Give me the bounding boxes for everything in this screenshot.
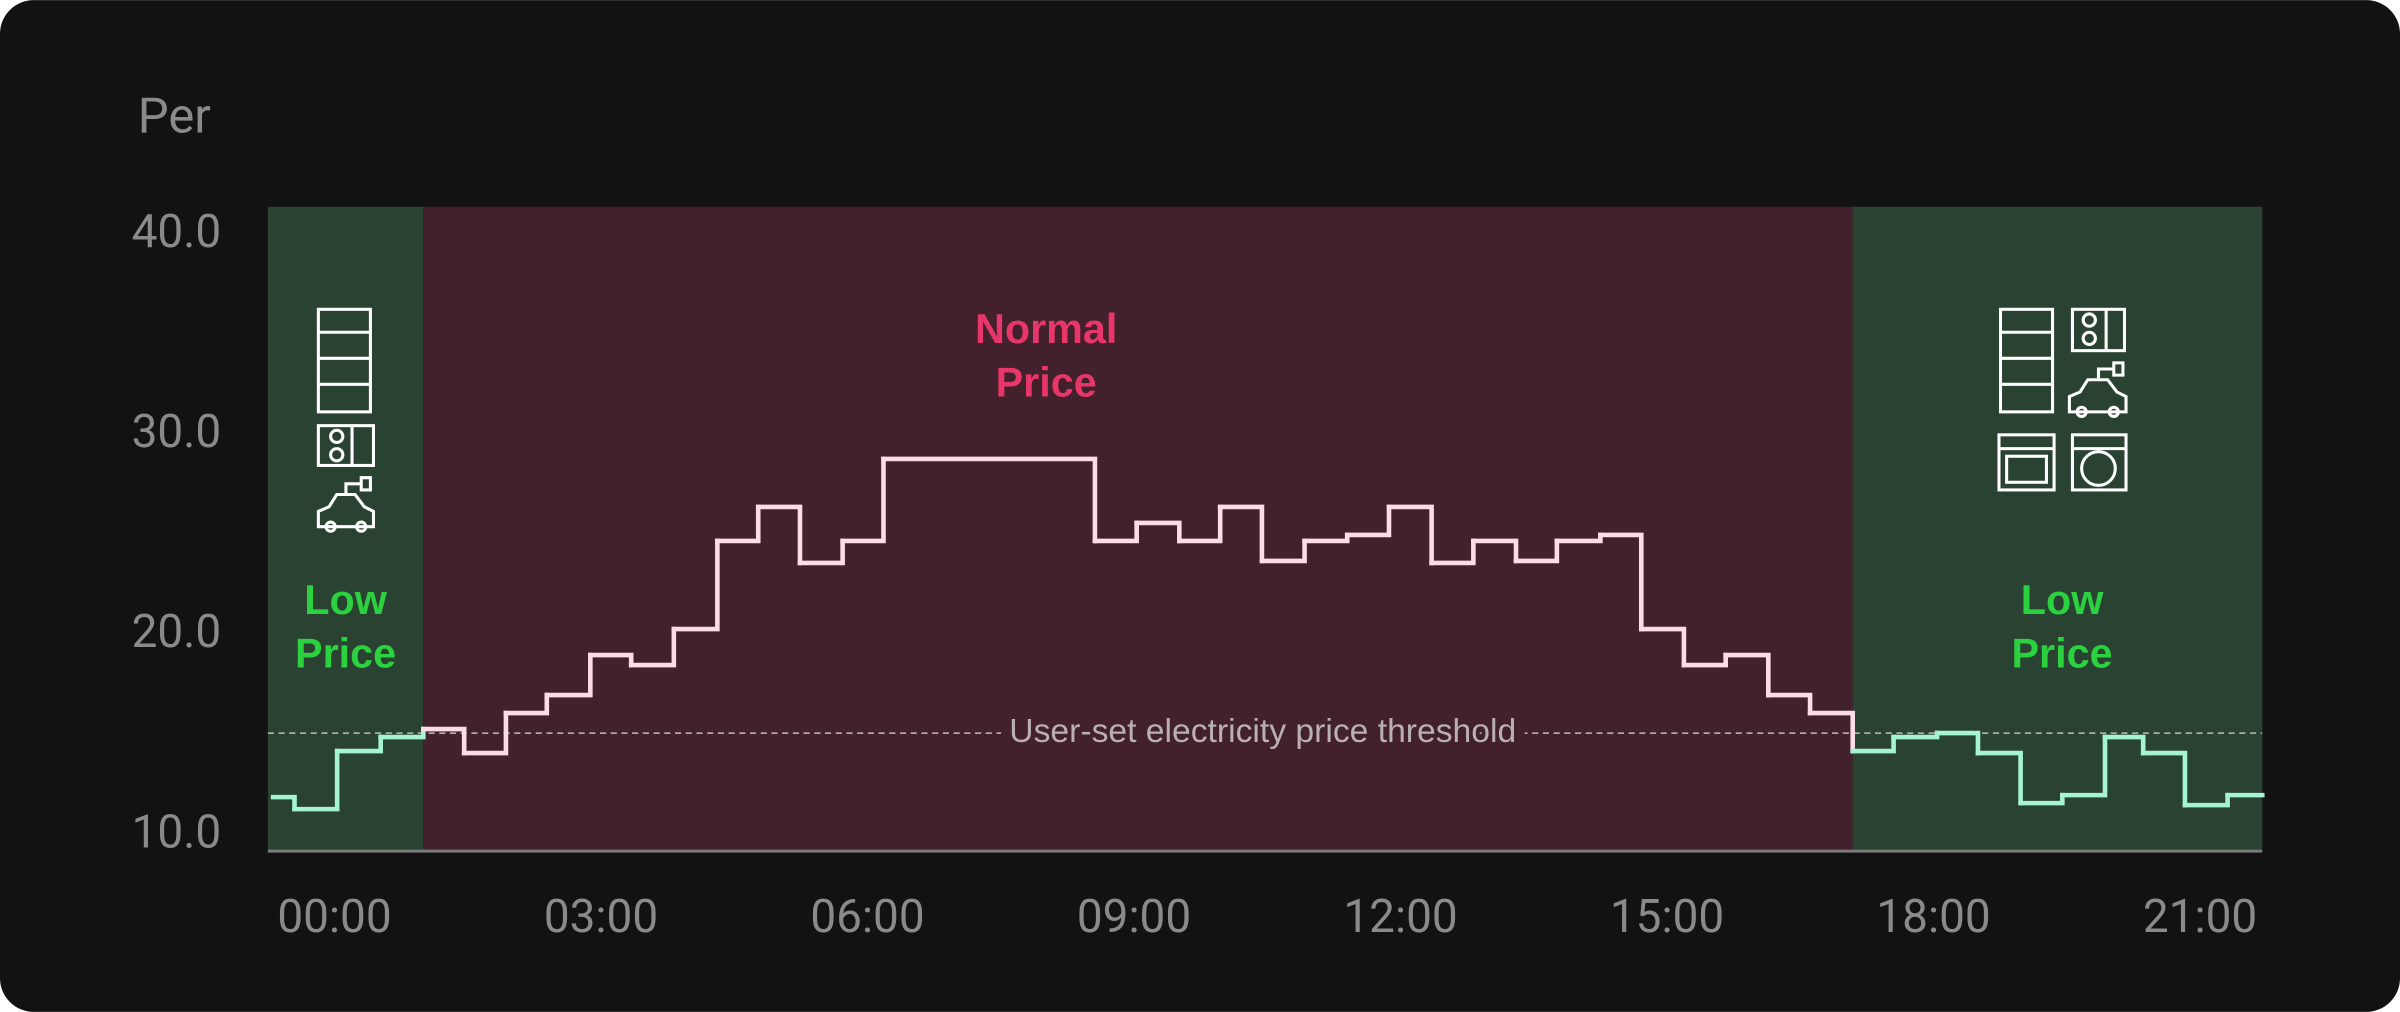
price-step: [292, 748, 340, 812]
y-tick-label: 10.0: [132, 805, 222, 859]
price-step: [544, 652, 593, 698]
x-tick-label: 09:00: [1077, 890, 1191, 944]
price-step: [1386, 504, 1434, 566]
zone-label: Low Price: [2011, 577, 2113, 677]
price-step: [503, 692, 550, 716]
price-step: [755, 504, 803, 566]
price-step: [840, 456, 886, 544]
x-tick-label: 06:00: [810, 890, 924, 944]
y-tick-label: 20.0: [132, 605, 222, 659]
x-tick-label: 21:00: [2143, 890, 2257, 944]
appliance-icons: [316, 307, 2128, 533]
price-step: [1513, 538, 1560, 564]
y-tick-label: 30.0: [132, 405, 222, 459]
x-tick-label: 15:00: [1610, 890, 1724, 944]
price-step: [1766, 692, 1813, 716]
price-zone: [267, 206, 424, 852]
price-step: [881, 456, 1098, 544]
x-tick-label: 18:00: [1876, 890, 1990, 944]
price-step: [1807, 710, 1856, 754]
price-step: [1638, 626, 1687, 668]
price-step: [461, 710, 509, 756]
y-tick-label: 40.0: [132, 205, 222, 259]
price-step: [588, 652, 634, 668]
price-step: [1134, 520, 1182, 544]
zone-label: Low Price: [295, 577, 397, 677]
y-axis-label: Per: [138, 87, 211, 144]
price-step: [1217, 504, 1265, 564]
threshold-label: User-set electricity price threshold: [1009, 713, 1516, 750]
x-tick-label: 00:00: [277, 890, 391, 944]
price-step: [715, 504, 761, 544]
price-step: [1259, 538, 1307, 564]
price-step: [797, 538, 845, 566]
price-step: [1723, 652, 1771, 698]
price-step: [2182, 792, 2230, 808]
price-step: [1092, 520, 1139, 544]
zone-label-box: Normal Price: [974, 306, 1118, 406]
price-step: [1429, 538, 1476, 566]
price-step: [1344, 504, 1392, 538]
price-step: [1934, 730, 1981, 756]
price-step: [270, 794, 297, 812]
price-zone: [1852, 206, 2263, 852]
price-step: [1850, 734, 1896, 754]
price-step: [628, 626, 677, 668]
price-step: [1681, 652, 1728, 668]
zone-label-box: Low Price: [295, 577, 397, 677]
price-step: [2018, 792, 2065, 806]
price-step: [1177, 504, 1223, 544]
price-step: [671, 538, 720, 632]
price-step: [2060, 734, 2108, 798]
price-step: [2140, 750, 2188, 808]
price-step: [421, 726, 467, 756]
zone-label-box: Low Price: [2011, 577, 2113, 677]
zone-label: Normal Price: [974, 306, 1118, 406]
price-step: [334, 734, 383, 754]
price-step: [1471, 538, 1519, 564]
price-step: [1975, 750, 2023, 806]
x-tick-label: 03:00: [544, 890, 658, 944]
price-step: [2102, 734, 2146, 756]
x-tick-label: 12:00: [1343, 890, 1457, 944]
price-step: [378, 726, 426, 740]
price-step: [1598, 532, 1644, 632]
